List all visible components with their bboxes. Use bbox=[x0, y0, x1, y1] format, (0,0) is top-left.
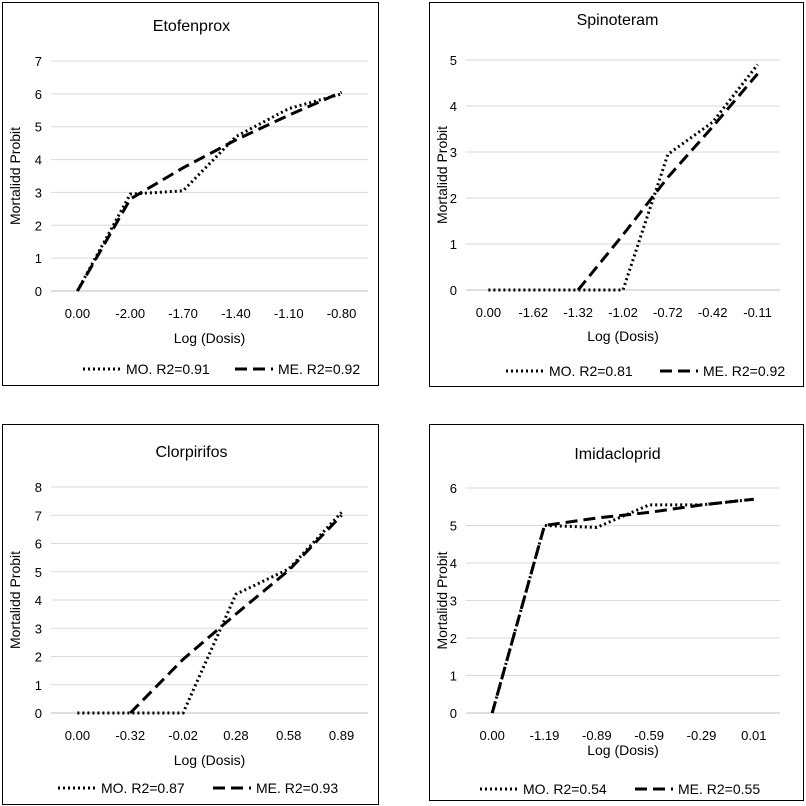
y-tick-label: 1 bbox=[35, 251, 42, 266]
y-tick-label: 6 bbox=[450, 481, 457, 496]
chart-clorpirifos: Clorpirifos 0 1 2 3 4 5 6 7 8 0.00 -0.32 -0.02 0.28 0.… bbox=[2, 424, 379, 805]
y-tick-label: 8 bbox=[35, 480, 42, 495]
y-tick-label: 1 bbox=[35, 678, 42, 693]
legend-label: ME. R2=0.92 bbox=[278, 361, 360, 377]
y-tick-label: 5 bbox=[35, 120, 42, 135]
x-tick-label: -0.29 bbox=[687, 728, 717, 743]
y-tick-label: 0 bbox=[35, 284, 42, 299]
x-tick-label: -0.80 bbox=[327, 306, 357, 321]
x-tick-label: -1.62 bbox=[518, 305, 548, 320]
y-tick-label: 4 bbox=[35, 593, 42, 608]
y-tick-label: 0 bbox=[35, 706, 42, 721]
chart-title: Clorpirifos bbox=[155, 444, 227, 461]
legend-label: MO. R2=0.91 bbox=[126, 361, 210, 377]
x-tick-label: 0.00 bbox=[65, 728, 90, 743]
series-line-dotted bbox=[77, 511, 343, 715]
x-tick-label: 0.01 bbox=[741, 728, 766, 743]
y-tick-label: 1 bbox=[450, 237, 457, 252]
chart-etofenprox-svg: Etofenprox 0 1 2 3 4 5 6 7 0.00 -2.00 -1.70 -1.40 -1.… bbox=[7, 18, 368, 377]
y-tick-label: 2 bbox=[450, 191, 457, 206]
x-tick-label: -1.70 bbox=[168, 306, 198, 321]
y-tick-label: 7 bbox=[35, 54, 42, 69]
x-tick-label: -0.59 bbox=[634, 728, 664, 743]
y-tick-label: 2 bbox=[450, 631, 457, 646]
y-tick-label: 3 bbox=[35, 621, 42, 636]
legend-label: MO. R2=0.87 bbox=[101, 780, 185, 796]
y-tick-label: 1 bbox=[450, 669, 457, 684]
x-tick-label: -1.19 bbox=[530, 728, 560, 743]
chart-spinoteram-svg: Spinoteram 0 1 2 3 4 5 0.00 -1.62 -1.32 -1.02 -0.72… bbox=[434, 12, 785, 379]
legend-label: ME. R2=0.92 bbox=[703, 363, 785, 379]
x-tick-label: 0.00 bbox=[476, 305, 501, 320]
y-axis-title: Mortalidd Probit bbox=[434, 551, 450, 649]
x-tick-label: -1.40 bbox=[221, 306, 251, 321]
y-tick-label: 0 bbox=[450, 706, 457, 721]
series-line-dotted bbox=[490, 497, 754, 714]
series-line-dashed bbox=[76, 90, 343, 292]
legend-label: MO. R2=0.54 bbox=[523, 781, 607, 797]
y-tick-label: 2 bbox=[35, 218, 42, 233]
chart-title: Spinoteram bbox=[577, 12, 659, 29]
y-tick-label: 3 bbox=[450, 145, 457, 160]
y-tick-label: 2 bbox=[35, 650, 42, 665]
x-tick-label: -2.00 bbox=[115, 306, 145, 321]
y-axis-title: Mortalidd Probit bbox=[7, 127, 23, 225]
y-tick-label: 6 bbox=[35, 537, 42, 552]
y-tick-label: 5 bbox=[35, 565, 42, 580]
y-tick-label: 3 bbox=[35, 185, 42, 200]
x-axis-title: Log (Dosis) bbox=[587, 328, 659, 344]
x-tick-label: -1.02 bbox=[608, 305, 638, 320]
chart-imidacloprid: Imidacloprid 0 1 2 3 4 5 6 0.00 -1.19 -0.89 -0.59 -0… bbox=[429, 424, 804, 801]
y-tick-label: 0 bbox=[450, 283, 457, 298]
x-tick-label: -0.02 bbox=[168, 728, 198, 743]
series-line-dashed bbox=[576, 72, 759, 291]
x-tick-label: -0.32 bbox=[115, 728, 145, 743]
series-line-dotted bbox=[76, 92, 343, 292]
y-tick-label: 3 bbox=[450, 594, 457, 609]
chart-spinoteram: Spinoteram 0 1 2 3 4 5 0.00 -1.62 -1.32 -1.02 -0.72… bbox=[429, 2, 804, 387]
x-tick-label: 0.58 bbox=[276, 728, 301, 743]
x-tick-label: -1.32 bbox=[563, 305, 593, 320]
chart-imidacloprid-svg: Imidacloprid 0 1 2 3 4 5 6 0.00 -1.19 -0.89 -0.59 -0… bbox=[434, 446, 780, 797]
x-tick-label: 0.89 bbox=[329, 728, 354, 743]
x-tick-label: 0.28 bbox=[223, 728, 248, 743]
legend-label: ME. R2=0.93 bbox=[256, 780, 338, 796]
series-line-dotted bbox=[488, 63, 759, 292]
y-tick-label: 4 bbox=[35, 153, 42, 168]
x-tick-label: -0.42 bbox=[698, 305, 728, 320]
y-tick-label: 5 bbox=[450, 519, 457, 534]
x-tick-label: -0.89 bbox=[582, 728, 612, 743]
chart-clorpirifos-svg: Clorpirifos 0 1 2 3 4 5 6 7 8 0.00 -0.32 -0.02 0.28 0.… bbox=[7, 444, 368, 796]
x-axis-title: Log (Dosis) bbox=[174, 330, 246, 346]
y-tick-label: 5 bbox=[450, 53, 457, 68]
x-tick-label: -0.11 bbox=[743, 305, 772, 320]
x-tick-label: 0.00 bbox=[65, 306, 90, 321]
chart-title: Etofenprox bbox=[153, 18, 230, 35]
x-axis-title: Log (Dosis) bbox=[174, 752, 246, 768]
y-tick-label: 7 bbox=[35, 508, 42, 523]
x-axis-title: Log (Dosis) bbox=[587, 742, 659, 758]
y-tick-label: 6 bbox=[35, 87, 42, 102]
y-tick-label: 4 bbox=[450, 556, 457, 571]
x-tick-label: -1.10 bbox=[274, 306, 304, 321]
x-tick-label: 0.00 bbox=[480, 728, 505, 743]
series-line-dashed bbox=[490, 497, 754, 714]
y-axis-title: Mortalidd Probit bbox=[434, 126, 450, 224]
x-tick-label: -0.72 bbox=[653, 305, 683, 320]
legend-label: MO. R2=0.81 bbox=[549, 363, 633, 379]
y-tick-label: 4 bbox=[450, 99, 457, 114]
y-axis-title: Mortalidd Probit bbox=[7, 551, 23, 649]
legend-label: ME. R2=0.55 bbox=[678, 781, 760, 797]
chart-title: Imidacloprid bbox=[574, 446, 660, 463]
chart-etofenprox: Etofenprox 0 1 2 3 4 5 6 7 0.00 -2.00 -1.70 -1.40 -1.… bbox=[2, 2, 379, 386]
series-line-dashed bbox=[129, 514, 343, 715]
